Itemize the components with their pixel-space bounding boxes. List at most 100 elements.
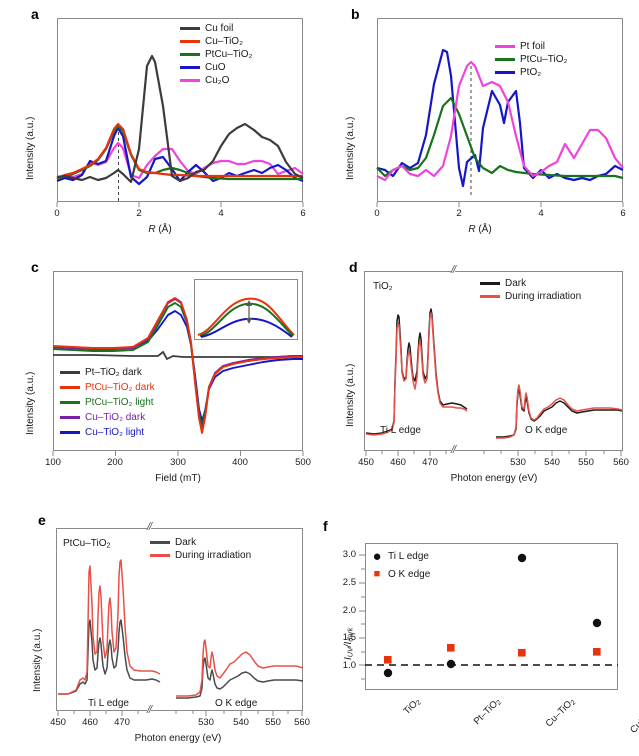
panel-e-label: e xyxy=(38,512,46,528)
panel-e-xtick-450: 450 xyxy=(50,717,66,728)
curve-pt-tio2-dark xyxy=(53,350,303,361)
panel-d-sample-label: TiO₂ xyxy=(373,281,393,292)
legend-label-d-dark: Dark xyxy=(505,278,527,289)
legend-label-b-ptcu-tio2: PtCu–TiO₂ xyxy=(520,54,568,65)
panel-b: b Intensity (a.u.) Pt foil PtCu–TiO₂ PtO… xyxy=(320,0,639,248)
panel-e-edge-right-label: O K edge xyxy=(215,698,258,709)
panel-a: a Intensity (a.u.) Cu foil Cu–TiO₂ PtCu–… xyxy=(0,0,320,248)
curve-e-dark-ok xyxy=(176,657,304,699)
panel-e-xtick-460: 460 xyxy=(82,717,98,728)
point-ti-cu-tio2 xyxy=(517,553,527,563)
panel-f-xtick-cupt-tio2: CuPt–TiO2 xyxy=(628,698,639,736)
panel-b-xtick-0: 0 xyxy=(374,208,380,219)
legend-label-o-k-edge: O K edge xyxy=(388,568,431,580)
panel-e-xtick-530: 530 xyxy=(198,717,214,728)
panel-b-xtick-2: 2 xyxy=(456,208,462,219)
legend-marker-circle: ● xyxy=(372,547,382,565)
curve-d-irrad-ti xyxy=(365,312,468,436)
inset-curve-green xyxy=(199,302,294,337)
panel-d-legend: Dark During irradiation xyxy=(480,277,581,303)
panel-a-plot-frame xyxy=(57,18,303,202)
panel-d-xtick-450: 450 xyxy=(358,457,374,468)
panel-c-legend: Pt–TiO₂ dark PtCu–TiO₂ dark PtCu–TiO₂ li… xyxy=(60,365,155,440)
panel-c-inset-curves xyxy=(197,297,295,338)
panel-e-xtick-550: 550 xyxy=(265,717,281,728)
panel-a-ylabel: Intensity (a.u.) xyxy=(25,116,36,180)
panel-b-xtick-4: 4 xyxy=(538,208,544,219)
panel-f-xtick-cu-tio2: Cu–TiO2 xyxy=(543,698,578,730)
legend-label-ptcu-tio2: PtCu–TiO₂ xyxy=(205,49,253,60)
panel-e-xtick-560: 560 xyxy=(294,717,310,728)
panel-e-xtick-470: 470 xyxy=(114,717,130,728)
legend-item-ti-l-edge: ● Ti L edge xyxy=(372,547,430,565)
curve-e-irrad-ti xyxy=(58,559,161,695)
legend-swatch-cu-tio2 xyxy=(180,40,200,43)
panel-f-yaxis-ticks xyxy=(359,554,365,680)
curve-e-irrad-ok xyxy=(176,639,304,697)
point-ti-tio2 xyxy=(383,668,393,678)
panel-c-xaxis-ticks xyxy=(52,451,304,456)
panel-f-ytick-2.0: 2.0 xyxy=(342,605,356,616)
panel-f-points xyxy=(365,553,618,678)
panel-c: c Intensity (a.u.) Pt–TiO₂ dark PtCu–TiO… xyxy=(0,255,320,490)
panel-b-curves xyxy=(376,48,624,196)
legend-item-ptcu-tio2-dark: PtCu–TiO₂ dark xyxy=(60,380,155,395)
panel-f-ytick-1.0: 1.0 xyxy=(342,660,356,671)
panel-b-xtick-6: 6 xyxy=(620,208,626,219)
panel-e-xaxis-ticks xyxy=(57,711,303,716)
legend-label-cuo: CuO xyxy=(205,62,226,73)
panel-a-curves xyxy=(56,54,304,201)
panel-c-xlabel: Field (mT) xyxy=(155,473,201,484)
legend-marker-square: ■ xyxy=(373,567,381,580)
panel-d-xtick-470: 470 xyxy=(422,457,438,468)
legend-item-pto2: PtO₂ xyxy=(495,66,567,79)
legend-item-e-dark: Dark xyxy=(150,536,251,549)
inset-arrow-head-down xyxy=(246,318,252,324)
legend-item-cu-tio2-light: Cu–TiO₂ light xyxy=(60,425,155,440)
panel-e-legend: Dark During irradiation xyxy=(150,536,251,562)
legend-item-ptcu-tio2-light: PtCu–TiO₂ light xyxy=(60,395,155,410)
curve-d-irrad-ok xyxy=(496,384,623,439)
panel-a-xaxis-ticks xyxy=(56,202,304,207)
panel-e-sample-label: PtCu–TiO2 xyxy=(63,538,111,550)
curve-cu2o xyxy=(56,141,304,180)
panel-f-xtick-pt-tio2: Pt–TiO2 xyxy=(471,698,504,728)
legend-swatch-b-ptcu-tio2 xyxy=(495,58,515,61)
legend-label-d-irrad: During irradiation xyxy=(505,291,582,302)
panel-c-curves xyxy=(52,297,303,434)
panel-c-xtick-100: 100 xyxy=(45,457,61,468)
curve-pt-foil xyxy=(376,60,624,182)
panel-d-break-top-icon: // xyxy=(451,264,456,276)
panel-b-legend: Pt foil PtCu–TiO₂ PtO₂ xyxy=(495,40,567,79)
panel-b-xlabel: R (Å) xyxy=(468,224,492,235)
legend-swatch-pto2 xyxy=(495,71,515,74)
legend-label-cu-tio2: Cu–TiO₂ xyxy=(205,36,243,47)
panel-f-legend: ● Ti L edge ■ O K edge xyxy=(372,547,430,583)
point-ok-pt-tio2 xyxy=(447,644,455,652)
inset-curve-blue xyxy=(200,317,293,338)
panel-b-label: b xyxy=(351,6,360,22)
panel-c-xtick-300: 300 xyxy=(170,457,186,468)
panel-f-label: f xyxy=(323,518,328,534)
legend-item-cuo: CuO xyxy=(180,61,252,74)
legend-swatch-ptcu-tio2-dark xyxy=(60,386,80,389)
panel-d-label: d xyxy=(349,259,358,275)
panel-d-xaxis-ticks xyxy=(365,451,622,456)
legend-item-b-ptcu-tio2: PtCu–TiO₂ xyxy=(495,53,567,66)
legend-item-d-dark: Dark xyxy=(480,277,581,290)
panel-e-curves xyxy=(58,559,304,699)
legend-swatch-d-dark xyxy=(480,282,500,285)
legend-swatch-pt-tio2-dark xyxy=(60,371,80,374)
curve-d-dark-ti xyxy=(365,308,468,435)
panel-e-break-bottom-icon: // xyxy=(147,704,152,716)
legend-label-cu-tio2-dark: Cu–TiO₂ dark xyxy=(85,412,146,423)
legend-item-cu2o: Cu₂O xyxy=(180,74,252,87)
panel-a-legend: Cu foil Cu–TiO₂ PtCu–TiO₂ CuO Cu₂O xyxy=(180,22,252,87)
legend-swatch-cu-tio2-light xyxy=(60,431,80,434)
panel-d-xtick-550: 550 xyxy=(578,457,594,468)
curve-b-ptcu-tio2 xyxy=(376,96,624,180)
panel-e-edge-left-label: Ti L edge xyxy=(88,698,129,709)
legend-item-d-irrad: During irradiation xyxy=(480,290,581,303)
panel-d-ylabel: Intensity (a.u.) xyxy=(345,363,356,427)
legend-swatch-e-dark xyxy=(150,541,170,544)
